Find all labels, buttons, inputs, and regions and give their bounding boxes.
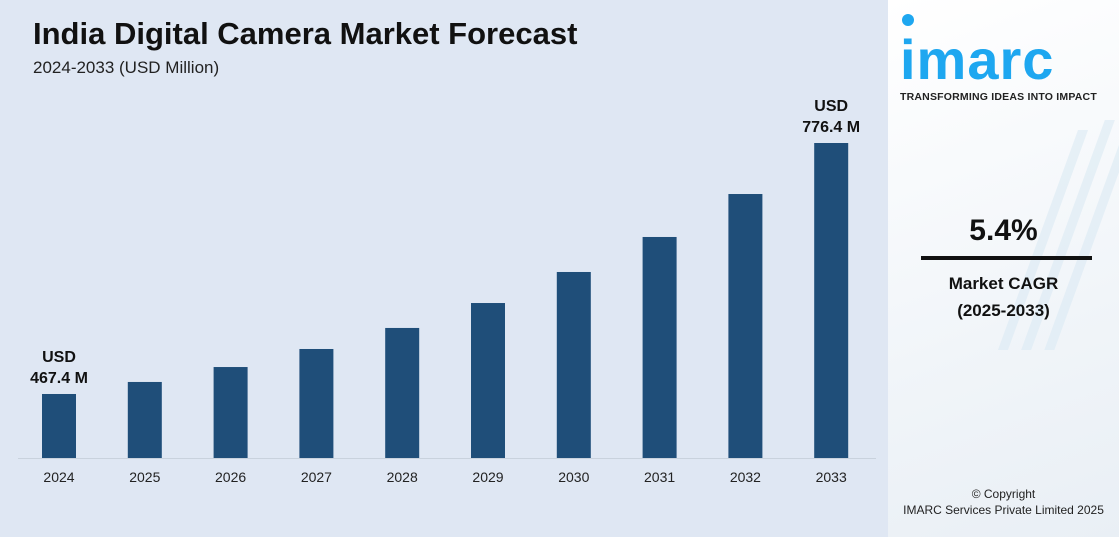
chart-title: India Digital Camera Market Forecast bbox=[33, 16, 578, 51]
cagr-divider bbox=[921, 256, 1092, 260]
cagr-period: (2025-2033) bbox=[957, 301, 1050, 320]
x-tick-label: 2025 bbox=[129, 469, 160, 485]
copyright: © Copyright bbox=[971, 487, 1036, 501]
x-tick-label: 2024 bbox=[43, 469, 74, 485]
data-label-value: 467.4 M bbox=[30, 370, 88, 387]
bar-2030 bbox=[556, 271, 591, 458]
x-tick-label: 2031 bbox=[644, 469, 675, 485]
chart-panel: India Digital Camera Market Forecast 202… bbox=[0, 0, 888, 537]
imarc-logo: imarc bbox=[900, 28, 1055, 91]
x-tick-label: 2028 bbox=[387, 469, 418, 485]
bar-2031 bbox=[642, 236, 677, 458]
x-tick-label: 2033 bbox=[816, 469, 847, 485]
data-label-value: 776.4 M bbox=[802, 119, 860, 136]
x-tick-label: 2030 bbox=[558, 469, 589, 485]
data-label-unit: USD bbox=[42, 349, 76, 366]
company-name: IMARC Services Private Limited 2025 bbox=[903, 503, 1104, 517]
bar-2028 bbox=[385, 327, 420, 458]
logo-dot bbox=[902, 14, 914, 26]
bar-2033 bbox=[814, 143, 849, 458]
x-tick-label: 2029 bbox=[472, 469, 503, 485]
bar-2029 bbox=[471, 303, 505, 458]
cagr-value: 5.4% bbox=[969, 214, 1038, 247]
cagr-label-block: Market CAGR (2025-2033) bbox=[888, 270, 1119, 324]
bar-2025 bbox=[127, 381, 162, 458]
x-tick-label: 2032 bbox=[730, 469, 761, 485]
bar-2026 bbox=[213, 367, 248, 458]
bar-2027 bbox=[299, 348, 334, 458]
side-panel: imarc TRANSFORMING IDEAS INTO IMPACT 5.4… bbox=[888, 0, 1119, 537]
bar-2032 bbox=[728, 194, 763, 458]
bar-chart: 2024 2025 2026 2027 2028 2029 2030 2031 2032 2033… bbox=[18, 98, 876, 485]
copyright-block: © Copyright IMARC Services Private Limit… bbox=[888, 486, 1119, 518]
x-tick-label: 2026 bbox=[215, 469, 246, 485]
tagline: TRANSFORMING IDEAS INTO IMPACT bbox=[900, 91, 1097, 103]
bar-2024 bbox=[42, 393, 76, 458]
x-tick-label: 2027 bbox=[301, 469, 332, 485]
chart-subtitle: 2024-2033 (USD Million) bbox=[33, 58, 220, 77]
cagr-label: Market CAGR bbox=[948, 274, 1059, 293]
data-label-unit: USD bbox=[814, 98, 848, 115]
